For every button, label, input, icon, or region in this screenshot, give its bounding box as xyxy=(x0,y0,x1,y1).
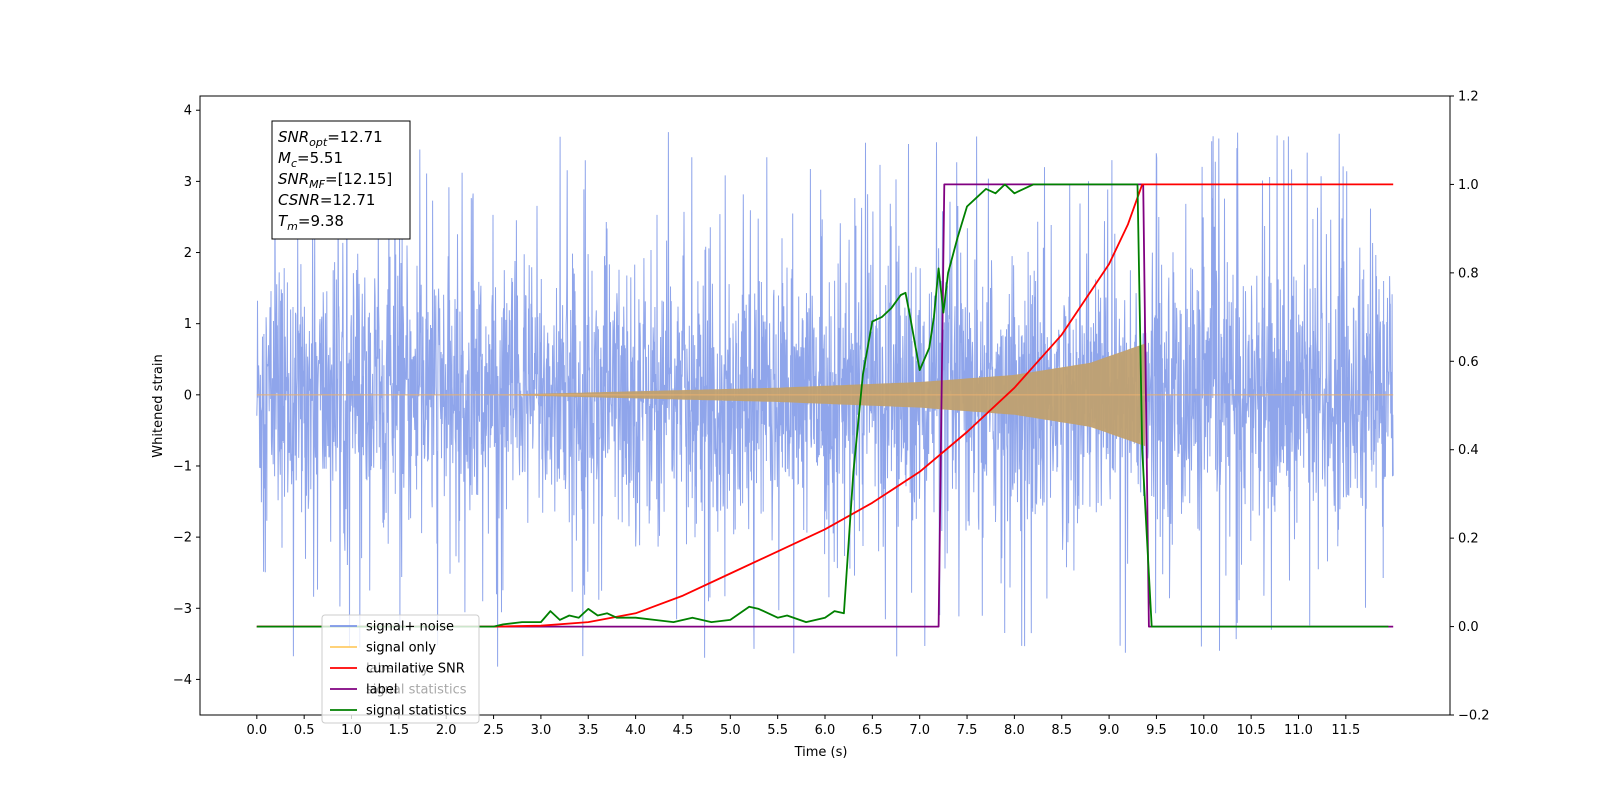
x-tick-label: 1.0 xyxy=(341,723,362,738)
y-left-tick-label: −1 xyxy=(173,459,192,474)
y-right-tick-label: 1.0 xyxy=(1458,178,1479,193)
legend-ghost-label: signal only xyxy=(366,641,436,656)
stats-annotation-box: SNRopt=12.71Mc=5.51SNRMF=[12.15]CSNR=12.… xyxy=(271,120,411,240)
x-tick-label: 8.0 xyxy=(1004,723,1025,738)
y-left-tick-label: 0 xyxy=(184,388,192,403)
x-tick-label: 0.5 xyxy=(294,723,315,738)
annotation-line: CSNR=12.71 xyxy=(278,191,375,209)
x-tick-label: 2.5 xyxy=(483,723,504,738)
y-left-tick-label: 1 xyxy=(184,317,192,332)
x-tick-label: 2.0 xyxy=(436,723,457,738)
x-tick-label: 11.0 xyxy=(1284,723,1313,738)
y-left-tick-label: 2 xyxy=(184,246,192,261)
y-right-tick-label: 0.6 xyxy=(1458,355,1479,370)
y-axis-label: Whitened strain xyxy=(151,354,166,457)
annotation-line: Tm=9.38 xyxy=(278,212,344,233)
x-tick-label: 7.5 xyxy=(957,723,978,738)
legend-ghost-label: signal statistics xyxy=(366,683,467,698)
legend-label: signal+ noise xyxy=(366,620,454,635)
x-tick-label: 10.0 xyxy=(1189,723,1218,738)
y-left-tick-label: −2 xyxy=(173,531,192,546)
x-tick-label: 7.0 xyxy=(909,723,930,738)
signal-only-layer xyxy=(256,343,1394,447)
x-tick-label: 3.5 xyxy=(578,723,599,738)
annotation-line: SNRMF=[12.15] xyxy=(278,170,392,191)
series-cumilative-snr xyxy=(256,183,1394,628)
legend-label: label xyxy=(366,683,397,698)
x-tick-label: 8.5 xyxy=(1051,723,1072,738)
left-y-axis-ticks: 4 3 2 1 0 −1 −2 −3 −4 xyxy=(173,104,200,688)
y-right-tick-label: 0.8 xyxy=(1458,266,1479,281)
y-right-tick-label: 1.2 xyxy=(1458,90,1479,105)
y-left-tick-label: −3 xyxy=(173,602,192,617)
legend-label: signal statistics xyxy=(366,704,467,719)
x-tick-label: 9.5 xyxy=(1146,723,1167,738)
x-tick-label: 1.5 xyxy=(389,723,410,738)
annotation-line: Mc=5.51 xyxy=(278,149,343,170)
legend-label: cumilative SNR xyxy=(366,662,465,677)
x-tick-label: 5.0 xyxy=(720,723,741,738)
x-tick-label: 10.5 xyxy=(1237,723,1266,738)
legend-label: signal only xyxy=(366,641,436,656)
x-axis-ticks: 0.0 0.5 1.0 1.5 2.0 2.5 3.0 3.5 4.0 4.5 5.0 5.5 6.0 6… xyxy=(246,715,1360,738)
y-right-tick-label: 0.2 xyxy=(1458,532,1479,547)
series-signal-statistics xyxy=(256,183,1389,628)
y-left-tick-label: −4 xyxy=(173,673,192,688)
right-axis-series-layer xyxy=(256,183,1394,628)
x-tick-label: 3.0 xyxy=(531,723,552,738)
y-left-tick-label: 3 xyxy=(184,175,192,190)
y-right-tick-label: −0.2 xyxy=(1458,709,1490,724)
x-tick-label: 11.5 xyxy=(1331,723,1360,738)
y-left-tick-label: 4 xyxy=(184,104,192,119)
right-y-axis-ticks: 1.2 1.0 0.8 0.6 0.4 0.2 0.0 −0.2 xyxy=(1450,90,1490,724)
x-tick-label: 4.0 xyxy=(625,723,646,738)
x-tick-label: 4.5 xyxy=(673,723,694,738)
x-tick-label: 5.5 xyxy=(767,723,788,738)
x-tick-label: 9.0 xyxy=(1099,723,1120,738)
legend-ghost-label: label only xyxy=(366,662,429,677)
x-tick-label: 0.0 xyxy=(246,723,267,738)
x-axis-label: Time (s) xyxy=(794,745,848,760)
legend: signal only label only signal statistics si… xyxy=(321,614,480,724)
x-tick-label: 6.5 xyxy=(862,723,883,738)
annotation-line: SNRopt=12.71 xyxy=(278,128,383,149)
y-right-tick-label: 0.0 xyxy=(1458,620,1479,635)
x-tick-label: 6.0 xyxy=(815,723,836,738)
y-right-tick-label: 0.4 xyxy=(1458,443,1479,458)
